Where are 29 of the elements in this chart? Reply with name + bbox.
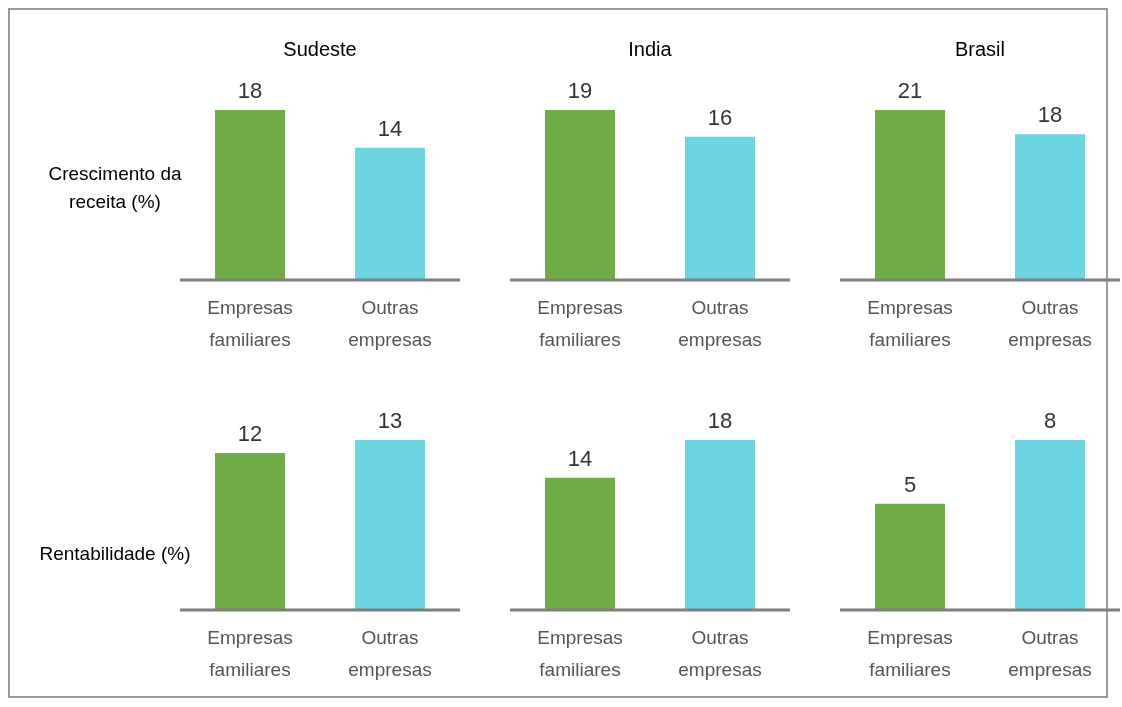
chart-title: Brasil [954, 38, 1006, 61]
x-tick-label: Outras empresas [678, 297, 762, 350]
data-label: 14 [377, 115, 403, 141]
x-tick-label: Empresas familiares [207, 627, 293, 680]
x-tick-label: Empresas familiares [867, 297, 953, 350]
x-tick-label: Outras empresas [348, 627, 432, 680]
data-label: 19 [567, 78, 593, 103]
data-label: 18 [237, 78, 263, 103]
data-label: 18 [707, 408, 733, 433]
x-tick-label: Empresas familiares [207, 297, 293, 350]
data-label: 8 [1043, 408, 1057, 433]
data-label: 13 [377, 408, 403, 433]
chart-title: Sudeste [282, 38, 358, 61]
data-label: 5 [903, 471, 917, 497]
y-axis-title: Crescimento da receita (%) [47, 162, 183, 214]
chart-title: India [627, 38, 673, 61]
x-tick-label: Outras empresas [678, 627, 762, 680]
x-tick-label: Empresas familiares [537, 297, 623, 350]
data-label: 21 [897, 78, 923, 103]
x-tick-label: Outras empresas [348, 297, 432, 350]
data-label: 14 [567, 445, 593, 471]
x-tick-label: Outras empresas [1008, 627, 1092, 680]
data-label: 16 [707, 104, 733, 130]
y-axis-title: Rentabilidade (%) [38, 542, 192, 566]
data-label: 18 [1037, 102, 1063, 128]
x-tick-label: Empresas familiares [867, 627, 953, 680]
x-tick-label: Outras empresas [1008, 297, 1092, 350]
x-tick-label: Empresas familiares [537, 627, 623, 680]
data-label: 12 [237, 421, 263, 447]
